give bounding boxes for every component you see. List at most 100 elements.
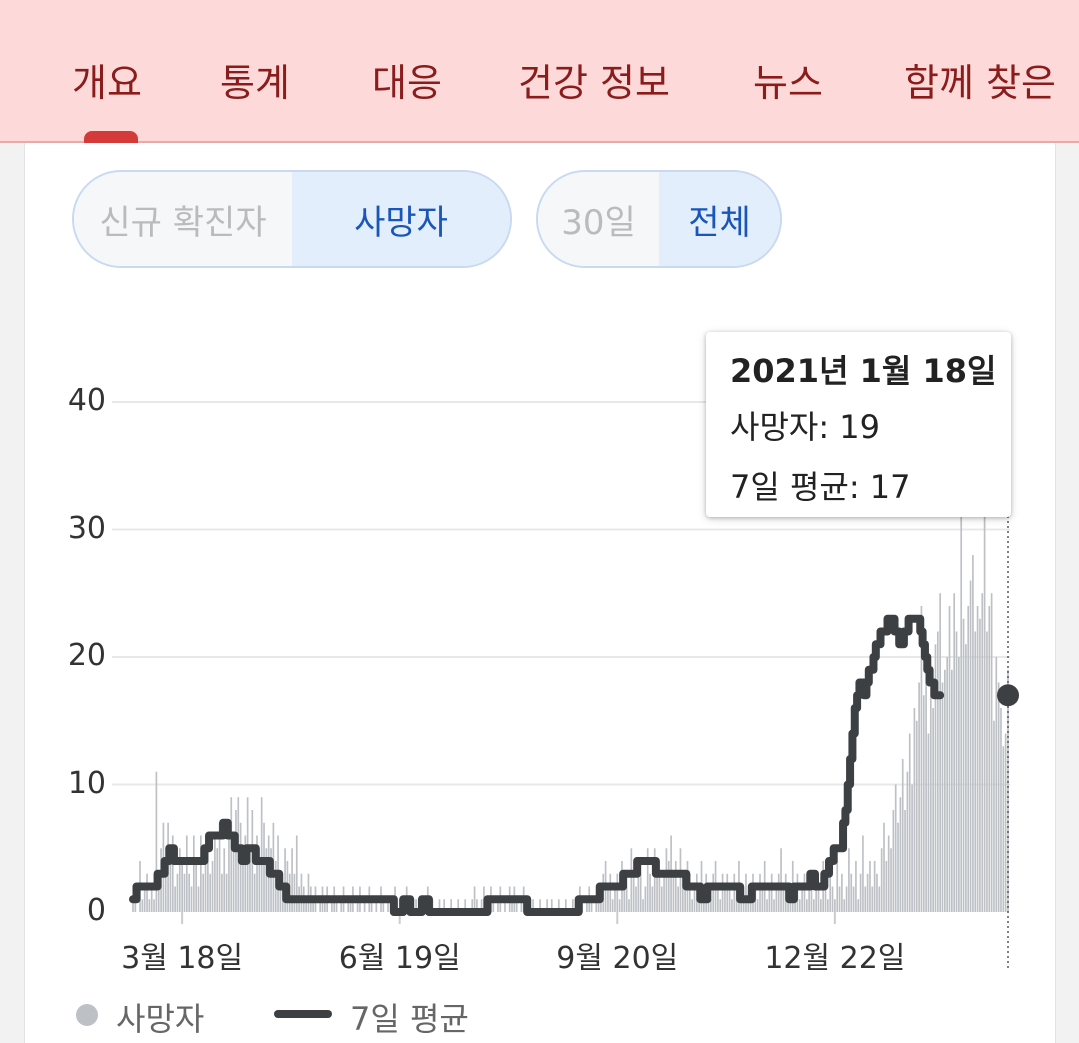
legend-bar-swatch [76,1004,98,1026]
death-bar [202,873,205,912]
death-bar [387,899,389,912]
death-bar [571,899,574,912]
death-bar [611,899,614,912]
death-bar [295,835,298,912]
death-bar [721,873,724,912]
death-bar [190,886,193,912]
death-bar [375,899,378,912]
death-bar [834,899,836,912]
death-bar [265,848,268,912]
death-bar [677,886,679,912]
death-bar [307,873,310,912]
death-bar [995,657,998,912]
death-bar [520,899,523,912]
metric-toggle: 신규 확진자 사망자 [72,170,512,268]
death-bar [256,835,258,912]
death-bar [590,899,593,912]
death-bar [207,835,209,912]
death-bar [546,899,548,912]
death-bar [831,886,834,912]
death-bar [733,873,736,912]
death-bar [775,886,778,912]
death-bar [253,873,256,912]
death-bar [691,899,693,912]
death-bar [836,861,839,912]
death-bar [197,886,200,912]
death-bar [663,873,665,912]
death-bar [731,899,733,912]
death-bar [717,886,719,912]
tab-4[interactable]: 건강 정보 [518,61,670,105]
death-bar [667,861,670,912]
death-bar [990,593,993,912]
death-bar [850,873,853,912]
death-bar [471,899,474,912]
death-bar [464,899,467,912]
death-bar [829,873,832,912]
death-bar [885,861,888,912]
death-bar [347,899,350,912]
death-bar [981,593,984,912]
death-bar [1007,669,1009,912]
legend-line-swatch [274,1010,332,1018]
death-bar [986,631,988,912]
death-bar [319,899,322,912]
death-bar [539,899,541,912]
death-bar [1000,708,1002,912]
death-bar [693,886,696,912]
tab-1[interactable]: 개요 [72,61,142,105]
death-bar [480,899,483,912]
death-bar [639,873,642,912]
toggle-all-time[interactable]: 전체 [659,172,780,266]
death-bar [616,873,619,912]
death-bar [211,861,214,912]
death-bar [600,899,602,912]
death-bar [349,899,352,912]
death-bar [658,873,661,912]
death-bar [204,848,207,912]
death-bar [997,682,1000,912]
toggle-30-days[interactable]: 30일 [538,172,659,266]
death-bar [761,886,764,912]
death-bar [642,899,644,912]
death-bar [178,848,181,912]
tab-6[interactable]: 함께 찾은 [904,61,1056,105]
death-bar [497,899,499,912]
death-bar [815,873,817,912]
death-bar [564,899,567,912]
death-bar [614,886,616,912]
tab-3[interactable]: 대응 [372,61,442,105]
death-bar [492,899,495,912]
toggle-new-cases[interactable]: 신규 확진자 [74,172,292,266]
death-bar [712,873,715,912]
death-bar [300,873,303,912]
death-bar [244,835,247,912]
tab-5[interactable]: 뉴스 [753,61,823,105]
death-bar [150,886,153,912]
death-bar [249,861,251,912]
death-bar [242,848,244,912]
death-bar [890,848,892,912]
death-bar [476,899,478,912]
toggle-deaths[interactable]: 사망자 [292,172,510,266]
death-bar [866,873,869,912]
death-bar [164,873,167,912]
death-bar [951,669,953,912]
death-bar [169,848,172,912]
death-bar [941,682,944,912]
death-bar [747,899,750,912]
death-bar [312,899,314,912]
tab-2[interactable]: 통계 [220,61,290,105]
death-bar [724,886,726,912]
death-bar [630,848,633,912]
death-bar [993,720,995,912]
death-bar [740,899,743,912]
death-bar [871,886,874,912]
death-bar [532,899,534,912]
death-bar [812,899,815,912]
death-bar [382,899,385,912]
death-bar [913,708,916,912]
death-bar [852,886,855,912]
death-bar [415,899,417,912]
